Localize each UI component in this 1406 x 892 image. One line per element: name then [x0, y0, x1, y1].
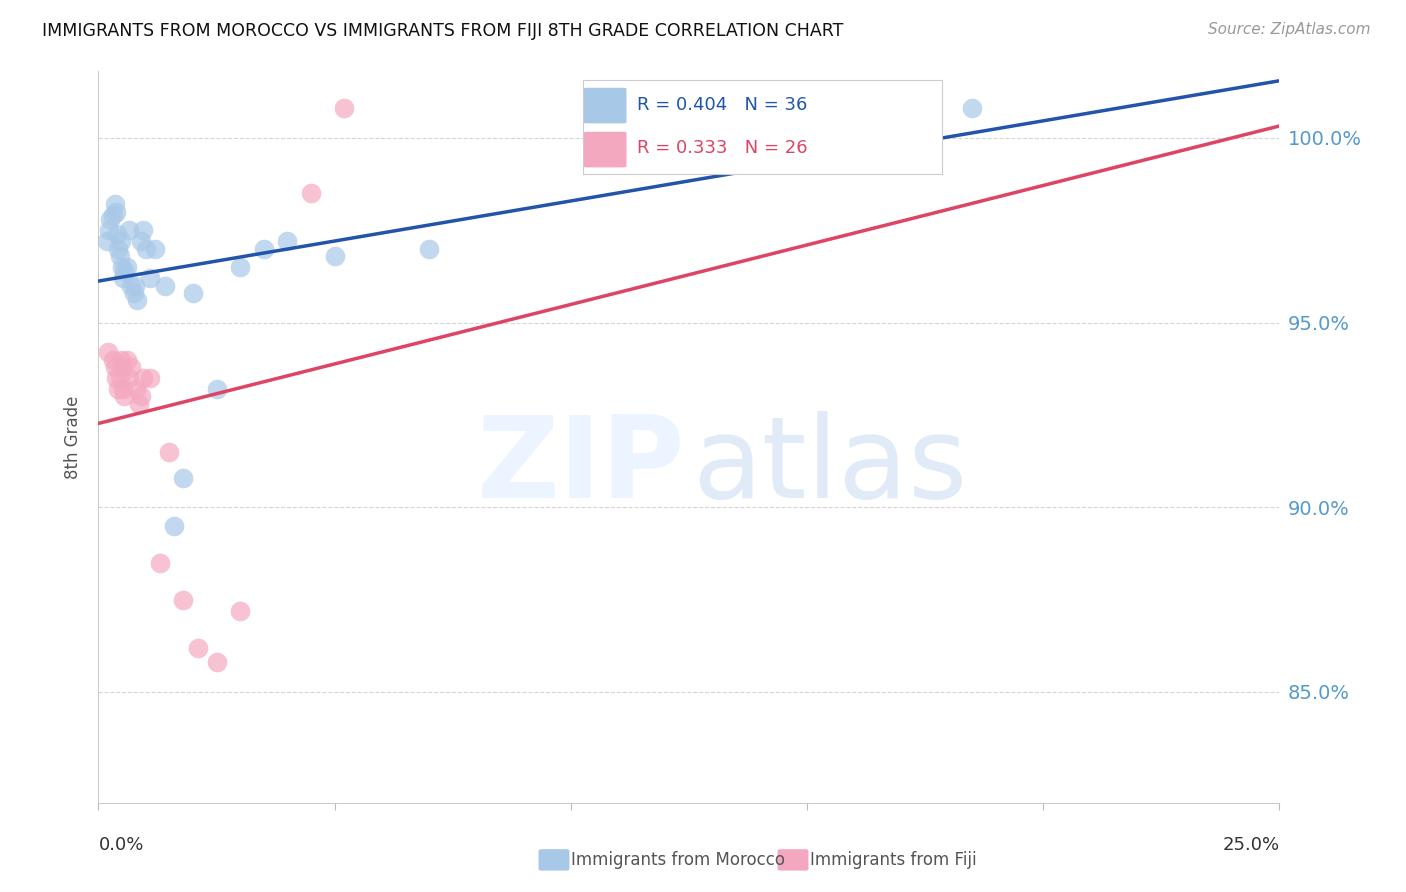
Point: [962, 101, 984, 115]
Point: [111, 382, 134, 396]
Point: [104, 359, 127, 374]
Text: Immigrants from Fiji: Immigrants from Fiji: [810, 851, 977, 869]
Point: [98, 212, 121, 227]
Point: [229, 260, 252, 274]
Text: atlas: atlas: [693, 411, 967, 522]
Point: [139, 371, 162, 385]
Point: [105, 204, 128, 219]
Point: [748, 112, 770, 127]
Point: [139, 271, 162, 285]
Point: [124, 278, 146, 293]
Point: [121, 359, 143, 374]
Point: [112, 389, 135, 403]
Point: [110, 235, 132, 249]
Point: [153, 278, 176, 293]
Point: [253, 242, 276, 256]
Point: [205, 656, 228, 670]
Point: [96, 235, 118, 249]
Text: Immigrants from Morocco: Immigrants from Morocco: [571, 851, 785, 869]
Point: [115, 260, 138, 274]
Text: 0.0%: 0.0%: [98, 836, 143, 854]
Point: [111, 271, 134, 285]
Text: ZIP: ZIP: [477, 411, 685, 522]
Point: [97, 223, 120, 237]
Point: [163, 518, 186, 533]
Y-axis label: 8th Grade: 8th Grade: [65, 395, 83, 479]
Point: [187, 640, 209, 655]
FancyBboxPatch shape: [583, 132, 627, 168]
Point: [129, 235, 152, 249]
Point: [97, 345, 120, 359]
Point: [110, 352, 132, 367]
Point: [118, 371, 141, 385]
Point: [105, 371, 128, 385]
Point: [333, 101, 356, 115]
Point: [135, 242, 157, 256]
Point: [205, 382, 228, 396]
Point: [172, 471, 194, 485]
Point: [108, 249, 131, 263]
Text: R = 0.333   N = 26: R = 0.333 N = 26: [637, 139, 808, 157]
Point: [101, 209, 124, 223]
Point: [101, 352, 124, 367]
FancyBboxPatch shape: [583, 87, 627, 123]
Point: [132, 223, 155, 237]
Point: [129, 389, 152, 403]
Point: [112, 264, 135, 278]
Point: [172, 592, 194, 607]
Text: IMMIGRANTS FROM MOROCCO VS IMMIGRANTS FROM FIJI 8TH GRADE CORRELATION CHART: IMMIGRANTS FROM MOROCCO VS IMMIGRANTS FR…: [42, 22, 844, 40]
Point: [111, 260, 134, 274]
Point: [108, 371, 131, 385]
Point: [132, 371, 155, 385]
Point: [115, 352, 138, 367]
Point: [299, 186, 322, 201]
Point: [128, 397, 150, 411]
Point: [111, 359, 134, 374]
Point: [418, 242, 440, 256]
Point: [143, 242, 166, 256]
Point: [276, 235, 298, 249]
Text: Source: ZipAtlas.com: Source: ZipAtlas.com: [1208, 22, 1371, 37]
Text: R = 0.404   N = 36: R = 0.404 N = 36: [637, 95, 807, 113]
Point: [118, 223, 141, 237]
Point: [105, 227, 128, 241]
Point: [127, 293, 149, 308]
Point: [323, 249, 346, 263]
Point: [125, 382, 148, 396]
Point: [149, 556, 172, 570]
Point: [107, 382, 129, 396]
Point: [122, 285, 145, 300]
Point: [107, 242, 129, 256]
Point: [229, 604, 252, 618]
Point: [104, 197, 127, 211]
Point: [181, 285, 204, 300]
Text: 25.0%: 25.0%: [1222, 836, 1279, 854]
Point: [157, 445, 180, 459]
Point: [121, 278, 143, 293]
